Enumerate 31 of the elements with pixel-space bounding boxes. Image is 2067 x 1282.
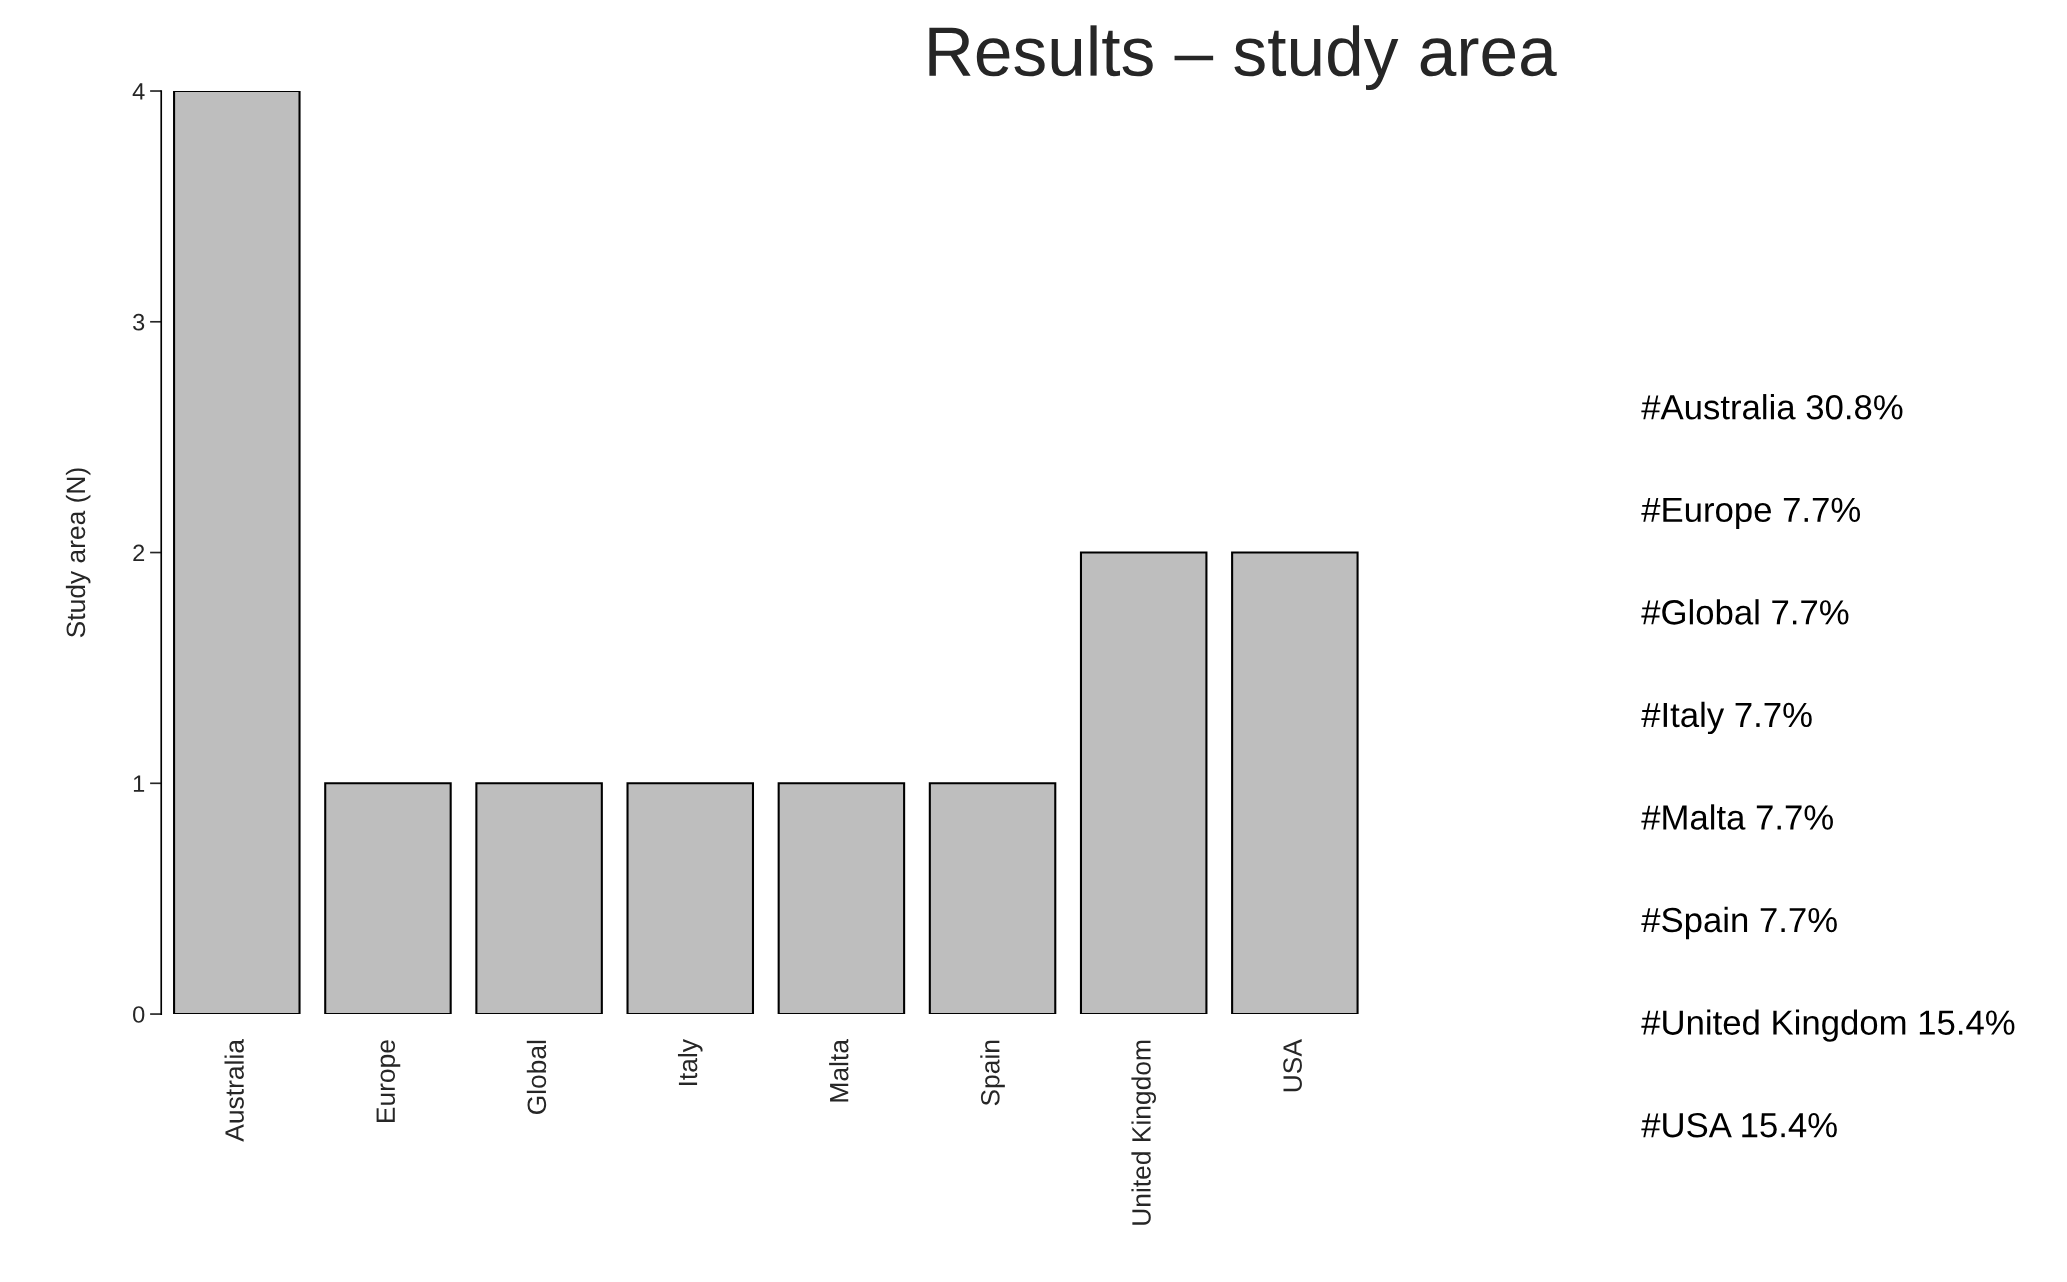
x-tick-label: Malta [829,1039,849,1102]
y-tick-label: 1 [133,775,145,792]
bar [1079,551,1208,1015]
x-tick-label: Spain [980,1040,1005,1106]
bar [475,782,603,1015]
text: #Australia 30.8% [1641,394,1903,420]
y-tick-label: 0 [133,1006,145,1023]
bar [1231,551,1359,1015]
text: #USA 15.4% [1641,1112,1837,1138]
bar [324,782,452,1015]
y-tick-label: 4 [132,83,145,100]
x-tick-label: Global [526,1040,547,1115]
text: #Malta 7.7% [1641,804,1833,830]
x-tick-label: Australia [224,1039,244,1142]
bar [928,782,1057,1015]
x-tick-label: USA [1283,1039,1302,1092]
text: #Europe 7.7% [1641,497,1861,529]
x-tick-label: United Kingdom [1131,1040,1156,1225]
bar [777,782,906,1015]
text: #Global 7.7% [1641,599,1849,625]
y-axis-title: Study area (N) [65,468,91,638]
bar [173,91,301,1015]
text: #Italy 7.7% [1641,701,1812,735]
chart-title: Results – study area [929,25,1557,91]
x-tick-label: Italy [677,1039,703,1086]
text: #United Kingdom 15.4% [1641,1009,2015,1042]
bar [626,782,755,1015]
text: #Spain 7.7% [1641,906,1837,940]
y-tick-label: 2 [133,544,145,562]
y-tick-label: 3 [133,313,145,331]
x-tick-label: Europe [376,1040,401,1122]
